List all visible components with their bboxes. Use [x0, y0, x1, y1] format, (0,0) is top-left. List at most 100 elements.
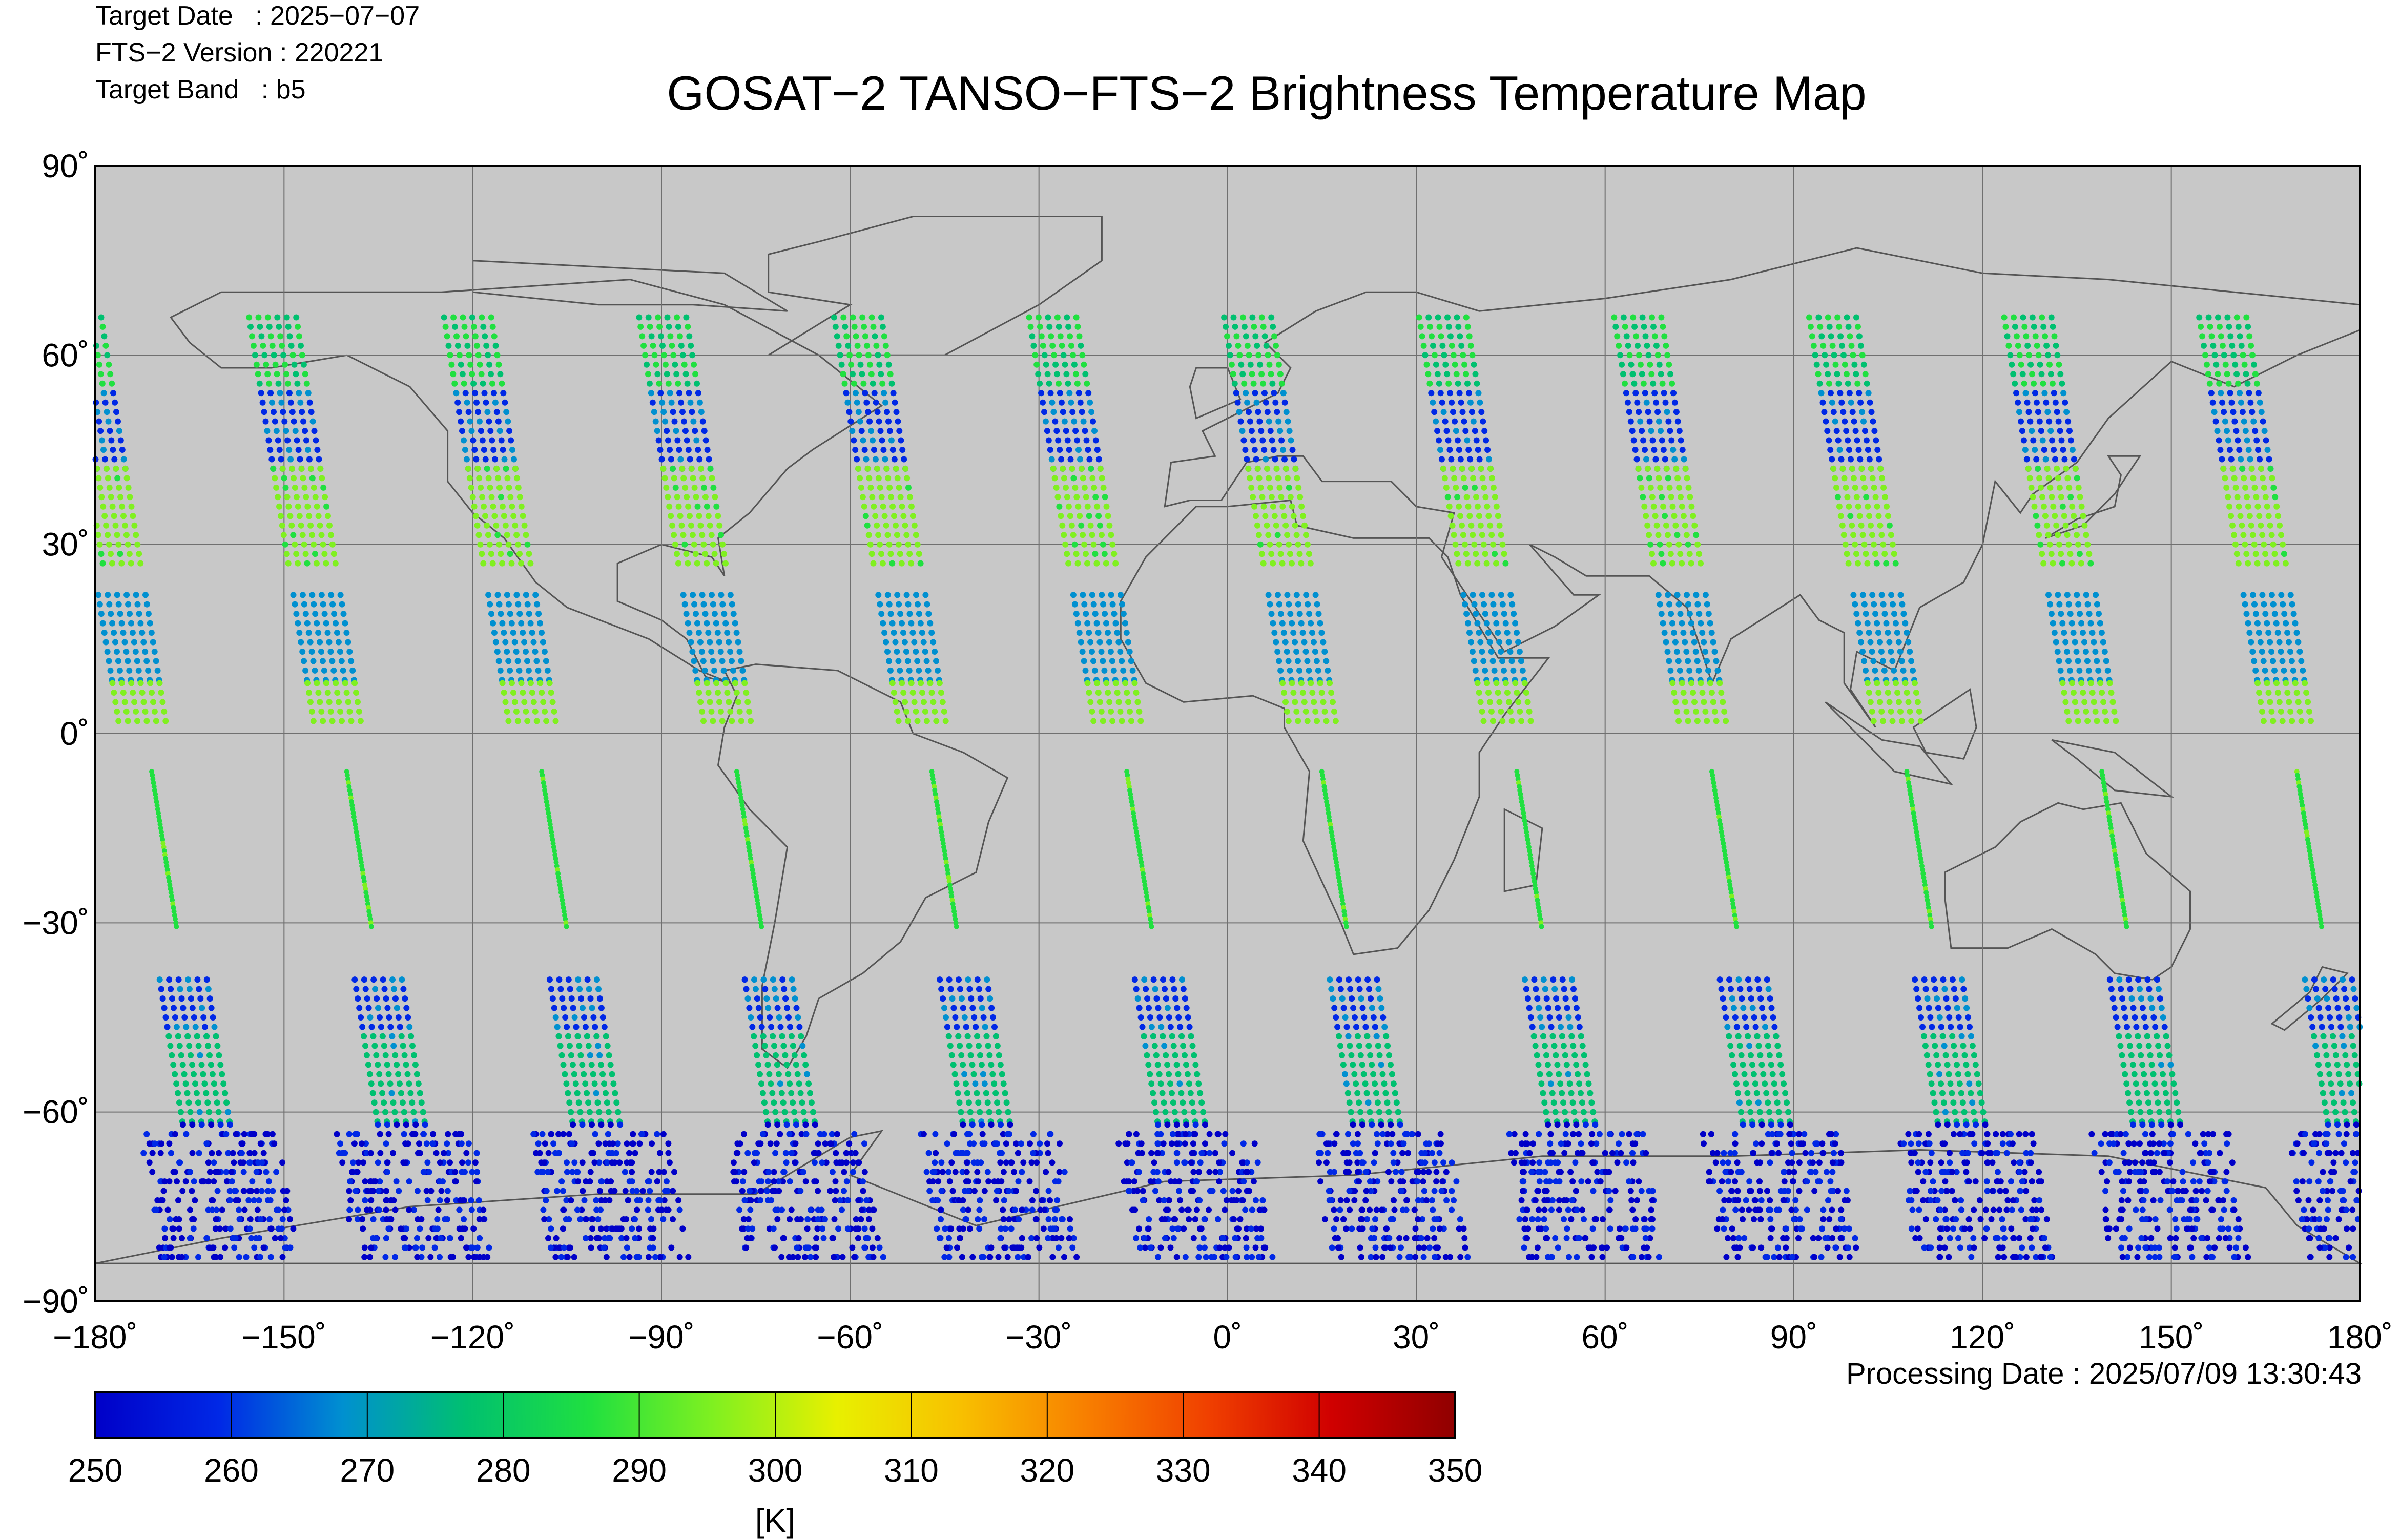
observation-point [1449, 1188, 1455, 1194]
observation-point [685, 323, 691, 330]
observation-point [877, 484, 883, 491]
observation-point [1474, 380, 1480, 387]
observation-point [852, 390, 859, 397]
observation-point [348, 795, 354, 801]
observation-point [151, 784, 157, 789]
observation-point [676, 1254, 683, 1260]
observation-point [841, 380, 848, 387]
observation-point [196, 986, 202, 992]
observation-point [629, 1225, 635, 1232]
observation-point [394, 1005, 400, 1011]
observation-point [838, 361, 845, 368]
observation-point [747, 852, 753, 858]
observation-point [665, 1150, 672, 1156]
observation-point [690, 418, 697, 425]
observation-point [745, 1225, 751, 1232]
observation-point [545, 1150, 552, 1156]
observation-point [1498, 592, 1504, 598]
observation-point [692, 551, 699, 557]
observation-point [351, 976, 358, 983]
observation-point [273, 484, 280, 491]
observation-point [485, 352, 491, 359]
observation-point [262, 418, 269, 425]
observation-point [796, 1024, 803, 1030]
observation-point [1358, 1254, 1364, 1260]
observation-point [222, 1225, 229, 1232]
observation-point [251, 1244, 258, 1251]
observation-point [1139, 1024, 1146, 1030]
observation-point [320, 541, 326, 548]
observation-point [191, 1071, 197, 1077]
observation-point [695, 447, 701, 453]
observation-point [257, 1140, 264, 1147]
observation-point [520, 513, 526, 519]
observation-point [911, 699, 918, 705]
observation-point [1386, 1052, 1392, 1058]
observation-point [486, 1244, 492, 1251]
observation-point [1454, 551, 1460, 557]
observation-point [791, 1052, 798, 1058]
observation-point [1003, 1140, 1009, 1147]
observation-point [233, 1131, 239, 1137]
observation-point [1547, 1150, 1554, 1156]
observation-point [947, 1043, 954, 1049]
observation-point [740, 806, 746, 812]
observation-point [1150, 1033, 1156, 1039]
observation-point [400, 1043, 406, 1049]
header-version: FTS−2 Version : 220221 [95, 38, 384, 68]
observation-point [1244, 1225, 1250, 1232]
observation-point [187, 1169, 194, 1175]
observation-point [768, 1080, 774, 1087]
observation-point [1529, 863, 1535, 869]
observation-point [153, 795, 159, 801]
observation-point [940, 837, 945, 842]
observation-point [734, 1140, 741, 1147]
observation-point [1556, 1014, 1562, 1021]
observation-point [1298, 503, 1305, 510]
observation-point [981, 1188, 988, 1194]
observation-point [1026, 1178, 1033, 1185]
observation-point [1257, 484, 1264, 491]
observation-point [753, 890, 759, 896]
observation-point [1016, 1216, 1022, 1222]
observation-point [764, 1197, 771, 1203]
observation-point [381, 986, 388, 992]
observation-point [1433, 1178, 1440, 1185]
observation-point [603, 1225, 610, 1232]
observation-point [447, 352, 453, 359]
observation-point [620, 1254, 627, 1260]
observation-point [1261, 1206, 1268, 1213]
observation-point [1271, 333, 1278, 340]
observation-point [1300, 513, 1307, 519]
observation-point [938, 1188, 945, 1194]
observation-point [815, 1140, 821, 1147]
observation-point [865, 352, 872, 359]
observation-point [943, 1014, 949, 1021]
observation-point [939, 833, 945, 839]
observation-point [1439, 399, 1445, 406]
observation-point [327, 649, 334, 655]
observation-point [870, 323, 877, 330]
observation-point [1297, 494, 1304, 501]
observation-point [458, 1235, 464, 1241]
observation-point [935, 1178, 942, 1185]
observation-point [943, 860, 949, 865]
observation-point [404, 1071, 411, 1077]
observation-point [149, 690, 155, 696]
observation-point [284, 1188, 291, 1194]
observation-point [1212, 1150, 1218, 1156]
observation-point [694, 380, 700, 387]
observation-point [231, 1159, 237, 1166]
observation-point [970, 1071, 977, 1077]
observation-point [137, 680, 144, 686]
observation-point [840, 371, 846, 378]
observation-point [125, 484, 132, 491]
observation-point [495, 658, 502, 664]
observation-point [1341, 909, 1347, 914]
observation-point [880, 503, 886, 510]
observation-point [202, 1024, 209, 1030]
observation-point [1040, 399, 1046, 406]
observation-point [1228, 361, 1235, 368]
observation-point [1514, 768, 1520, 774]
observation-point [1453, 1178, 1460, 1185]
